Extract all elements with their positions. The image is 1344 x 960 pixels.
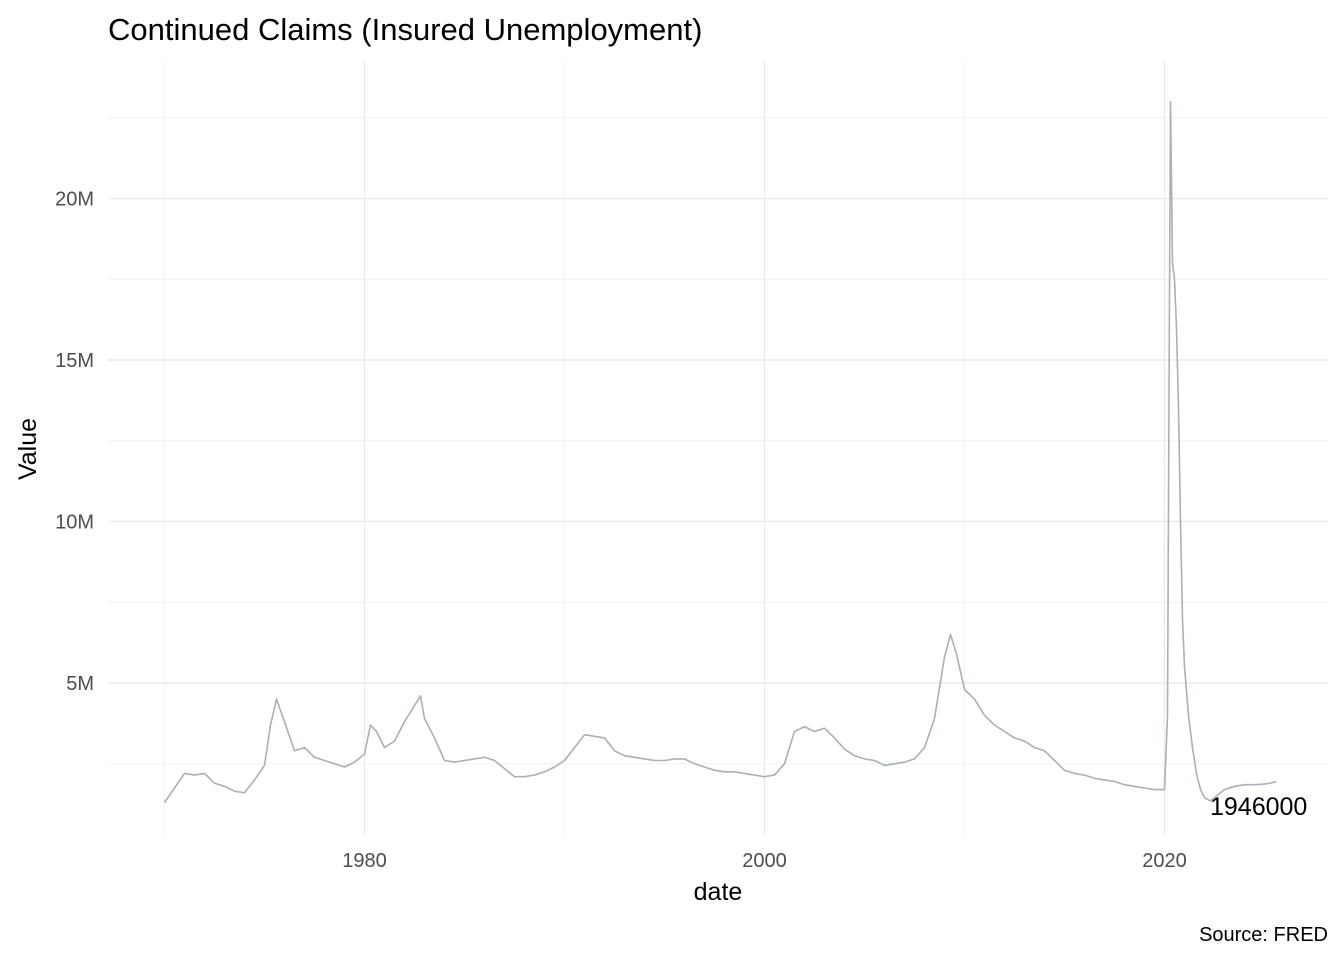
y-tick-label: 15M <box>55 350 94 372</box>
y-axis-tick-labels: 5M 10M 15M 20M <box>55 189 94 696</box>
x-tick-label: 2020 <box>1142 850 1187 872</box>
end-value-label: 1946000 <box>1210 793 1307 821</box>
y-axis-title: Value <box>14 418 42 480</box>
series-line <box>163 100 1277 803</box>
y-tick-label: 10M <box>55 512 94 534</box>
x-axis-title: date <box>694 878 743 906</box>
x-axis-tick-labels: 1980 2000 2020 <box>342 850 1187 872</box>
x-tick-label: 2000 <box>742 850 787 872</box>
x-tick-label: 1980 <box>342 850 387 872</box>
series-layer <box>163 100 1277 803</box>
source-caption: Source: FRED <box>1199 924 1328 946</box>
y-tick-label: 20M <box>55 189 94 211</box>
y-tick-label: 5M <box>66 673 94 695</box>
minor-gridlines <box>108 62 1328 836</box>
chart-title: Continued Claims (Insured Unemployment) <box>108 12 702 47</box>
major-gridlines <box>108 62 1328 836</box>
